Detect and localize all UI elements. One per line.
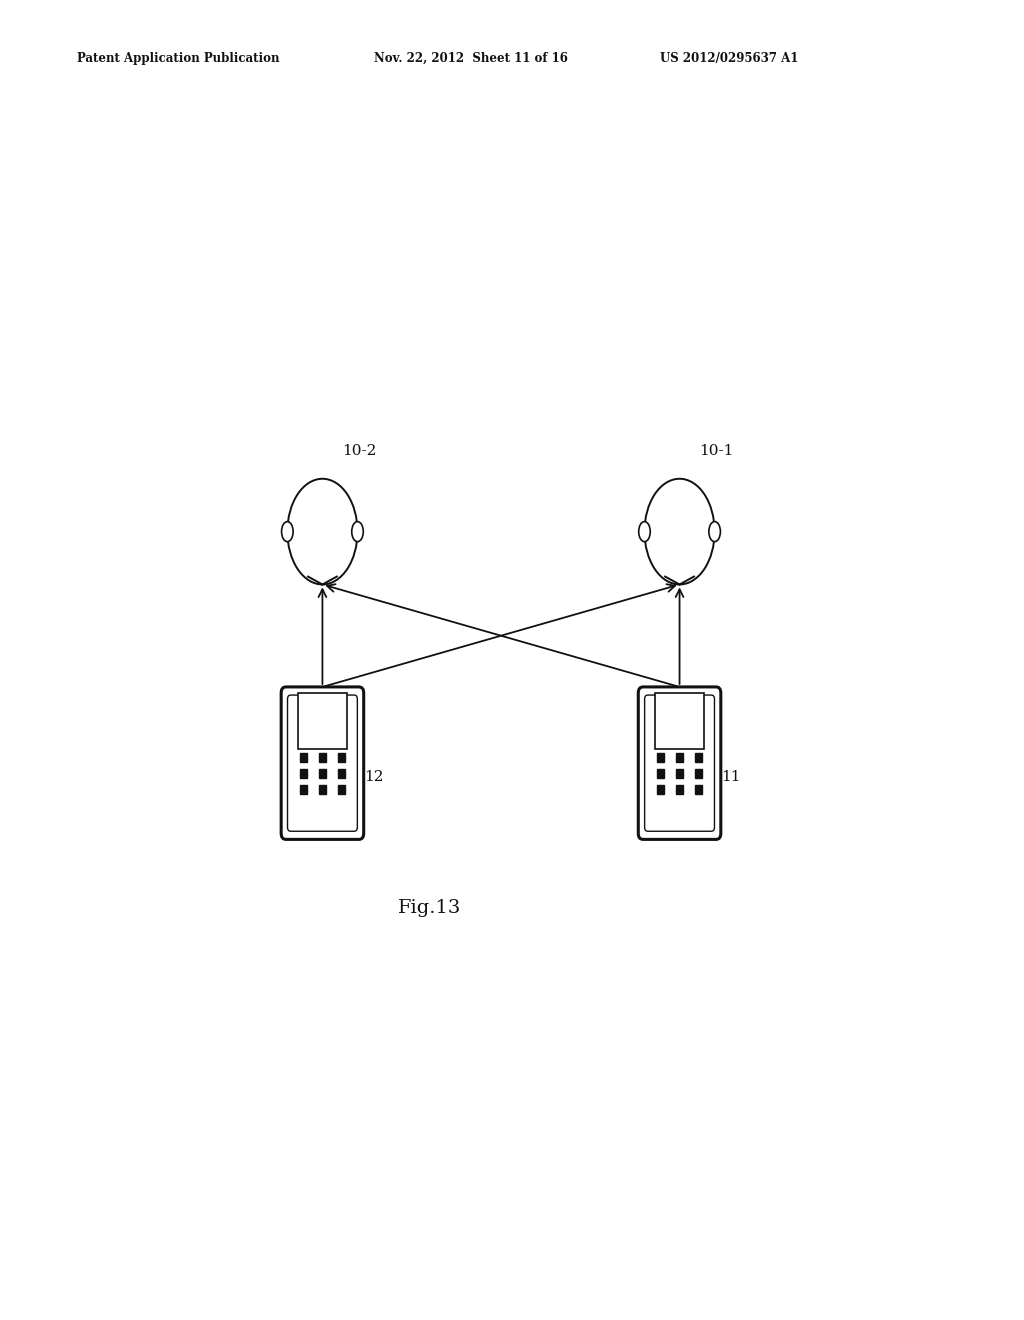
Ellipse shape bbox=[709, 521, 721, 541]
FancyBboxPatch shape bbox=[282, 686, 364, 840]
Bar bbox=[300, 770, 307, 779]
Bar bbox=[338, 770, 345, 779]
Text: Nov. 22, 2012  Sheet 11 of 16: Nov. 22, 2012 Sheet 11 of 16 bbox=[374, 51, 567, 65]
Ellipse shape bbox=[288, 479, 357, 585]
FancyBboxPatch shape bbox=[638, 686, 721, 840]
FancyBboxPatch shape bbox=[298, 693, 347, 750]
Bar bbox=[338, 785, 345, 795]
Ellipse shape bbox=[282, 521, 293, 541]
Text: US 2012/0295637 A1: US 2012/0295637 A1 bbox=[660, 51, 799, 65]
Text: 12: 12 bbox=[364, 770, 383, 784]
FancyBboxPatch shape bbox=[645, 696, 715, 832]
Ellipse shape bbox=[351, 521, 364, 541]
Bar bbox=[695, 785, 702, 795]
Text: 11: 11 bbox=[721, 770, 740, 784]
Bar bbox=[676, 785, 683, 795]
Bar bbox=[695, 752, 702, 762]
Bar bbox=[300, 785, 307, 795]
Ellipse shape bbox=[644, 479, 715, 585]
Bar bbox=[318, 785, 326, 795]
Bar bbox=[657, 770, 665, 779]
FancyBboxPatch shape bbox=[288, 696, 357, 832]
Bar bbox=[338, 752, 345, 762]
Bar bbox=[657, 785, 665, 795]
Bar bbox=[300, 752, 307, 762]
Text: 10-2: 10-2 bbox=[342, 444, 377, 458]
FancyBboxPatch shape bbox=[654, 693, 705, 750]
Bar bbox=[318, 752, 326, 762]
Bar bbox=[657, 752, 665, 762]
Bar bbox=[318, 770, 326, 779]
Text: 10-1: 10-1 bbox=[699, 444, 734, 458]
Bar bbox=[676, 752, 683, 762]
Ellipse shape bbox=[639, 521, 650, 541]
Text: Fig.13: Fig.13 bbox=[398, 899, 462, 917]
Bar bbox=[676, 770, 683, 779]
Bar bbox=[695, 770, 702, 779]
Text: Patent Application Publication: Patent Application Publication bbox=[77, 51, 280, 65]
